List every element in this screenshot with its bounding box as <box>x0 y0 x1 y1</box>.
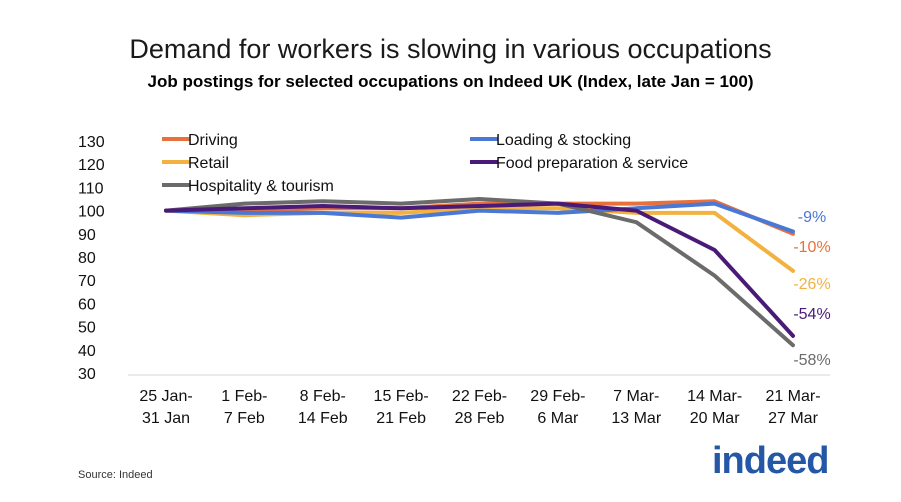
y-tick-label: 120 <box>78 157 105 174</box>
x-tick-label: 7 Mar-13 Mar <box>611 388 661 427</box>
legend-label: Driving <box>188 132 238 149</box>
series-line <box>164 197 795 348</box>
end-value-label: -9% <box>798 209 826 226</box>
end-value-label: -26% <box>793 276 830 293</box>
y-tick-label: 70 <box>78 273 96 290</box>
chart-subtitle: Job postings for selected occupations on… <box>147 72 754 91</box>
y-tick-label: 40 <box>78 343 96 360</box>
y-tick-label: 110 <box>78 180 104 197</box>
end-value-label: -10% <box>793 239 830 256</box>
indeed-logo: indeed <box>712 440 829 482</box>
y-tick-label: 30 <box>78 366 96 383</box>
x-tick-label: 1 Feb-7 Feb <box>221 388 267 427</box>
x-tick-label: 8 Feb-14 Feb <box>298 388 348 427</box>
legend-label: Hospitality & tourism <box>188 178 334 195</box>
source-note: Source: Indeed <box>78 469 153 481</box>
x-tick-label: 29 Feb-6 Mar <box>530 388 585 427</box>
x-tick-label: 25 Jan-31 Jan <box>139 388 192 427</box>
chart-title: Demand for workers is slowing in various… <box>129 34 772 64</box>
series-line <box>164 201 795 234</box>
x-tick-label: 22 Feb-28 Feb <box>452 388 507 427</box>
series-line <box>164 199 795 236</box>
x-tick-label: 15 Feb-21 Feb <box>374 388 429 427</box>
end-value-label: -54% <box>793 306 830 323</box>
y-tick-label: 130 <box>78 134 105 151</box>
series-line <box>164 206 795 273</box>
y-tick-label: 60 <box>78 296 96 313</box>
x-tick-label: 14 Mar-20 Mar <box>687 388 742 427</box>
y-tick-label: 50 <box>78 320 96 337</box>
y-tick-label: 90 <box>78 227 96 244</box>
x-tick-label: 21 Mar-27 Mar <box>765 388 820 427</box>
y-tick-label: 80 <box>78 250 96 267</box>
legend-label: Food preparation & service <box>496 155 688 172</box>
legend-label: Retail <box>188 155 229 172</box>
end-value-label: -58% <box>793 352 830 369</box>
series-line <box>164 201 795 338</box>
legend-label: Loading & stocking <box>496 132 631 149</box>
y-tick-label: 100 <box>78 204 105 221</box>
